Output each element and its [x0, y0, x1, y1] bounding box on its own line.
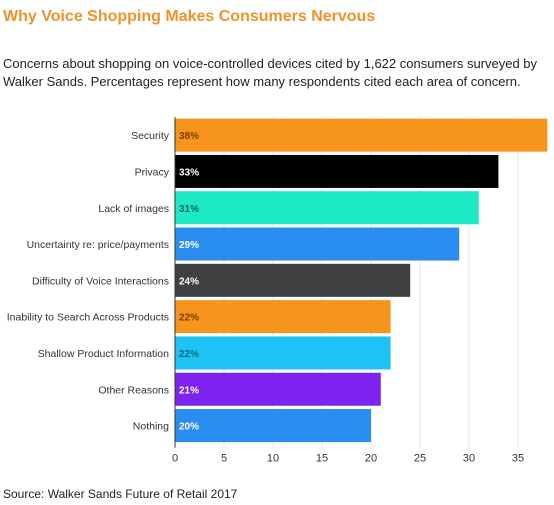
x-tick-label: 15	[316, 453, 328, 465]
bar-value-label: 22%	[179, 349, 199, 360]
bar-chart: 38% 33% 31% 29% 24% 22% 22% 21% 20% Security Priv…	[7, 117, 548, 465]
category-label: Difficulty of Voice Interactions	[32, 275, 169, 287]
bar-value-label: 21%	[179, 385, 199, 396]
bar	[175, 336, 391, 370]
category-label: Uncertainty re: price/payments	[27, 239, 169, 251]
category-label: Privacy	[135, 166, 170, 178]
bars	[175, 118, 548, 443]
x-tick-label: 35	[512, 453, 524, 465]
bar	[175, 300, 391, 334]
category-label: Lack of images	[98, 203, 169, 215]
bar	[175, 191, 479, 225]
bar-value-label: 22%	[179, 313, 199, 324]
chart-subtitle: Concerns about shopping on voice-control…	[3, 56, 538, 89]
category-label: Security	[131, 130, 170, 142]
x-axis-ticks: 0 5 10 15 20 25 30 35	[172, 453, 524, 465]
bar	[175, 227, 460, 261]
x-tick-label: 25	[414, 453, 426, 465]
bar	[175, 409, 371, 443]
bar-value-label: 31%	[179, 204, 199, 215]
x-tick-label: 30	[463, 453, 475, 465]
bar	[175, 154, 499, 188]
chart-title: Why Voice Shopping Makes Consumers Nervo…	[3, 8, 376, 25]
value-labels: 38% 33% 31% 29% 24% 22% 22% 21% 20%	[179, 131, 199, 432]
source-note: Source: Walker Sands Future of Retail 20…	[3, 487, 238, 501]
x-tick-label: 0	[172, 453, 178, 465]
bar-value-label: 33%	[179, 167, 199, 178]
category-label: Inability to Search Across Products	[7, 312, 169, 324]
bar	[175, 372, 381, 406]
bar-value-label: 38%	[179, 131, 199, 142]
x-tick-label: 5	[221, 453, 227, 465]
category-label: Other Reasons	[98, 384, 169, 396]
bar-value-label: 24%	[179, 276, 199, 287]
bar	[175, 263, 411, 297]
x-tick-label: 10	[267, 453, 279, 465]
category-label: Nothing	[133, 421, 169, 433]
bar-value-label: 20%	[179, 422, 199, 433]
category-label: Shallow Product Information	[38, 348, 169, 360]
bar-value-label: 29%	[179, 240, 199, 251]
x-tick-label: 20	[365, 453, 377, 465]
bar	[175, 118, 548, 152]
category-labels: Security Privacy Lack of images Uncertainty…	[7, 130, 170, 432]
